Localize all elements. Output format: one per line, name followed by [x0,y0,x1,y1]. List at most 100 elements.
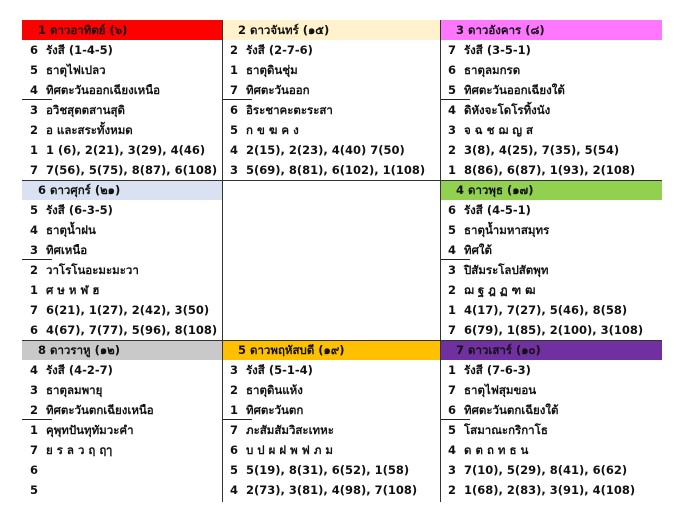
planet-cell-6: 4 ดาวพุธ (๑๗) 6 รังสี (4-5-1) 5 ธาตุน้ำมหาสม… [440,180,662,340]
row-text: ทิศตะวันออกเฉียงใต้ [464,83,565,97]
row-number: 7 [448,323,457,337]
attribute-row: 7 6(21), 1(27), 2(42), 3(50) [22,300,222,320]
row-text: ฌ ฐ ฎ ฏ ฑ ฒ [464,283,536,297]
attribute-row: 1 ธาตุดินชุ่ม [222,60,440,80]
planet-cell-2: 2 ดาวจันทร์ (๑๕) 2 รังสี (2-7-6) 1 ธาตุดินชุ… [222,20,440,180]
attribute-row: 3 7(10), 5(29), 8(41), 6(62) [440,460,662,480]
row-text: ธาตุดินแห้ง [246,383,303,397]
row-text: รังสี (7-6-3) [464,363,531,377]
row-number: 4 [230,483,239,497]
row-text: ด ต ถ ท ธ น [464,443,529,457]
row-number: 4 [30,363,39,377]
attribute-row: 2 1(68), 2(83), 3(91), 4(108) [440,480,662,500]
attribute-row: 1 คุพุทปันทุทัมวะคำ [22,420,222,440]
attribute-row: 7 ย ร ล ว ฤ ฤๅ [22,440,222,460]
attribute-row: 6 4(67), 7(77), 5(96), 8(108) [22,320,222,340]
planet-cell-3: 3 ดาวอังคาร (๘) 7 รังสี (3-5-1) 6 ธาตุลมกรด 5… [440,20,662,180]
row-text: 3(8), 4(25), 7(35), 5(54) [464,143,620,157]
attribute-row: 4 ทิศตะวันออกเฉียงเหนือ [22,80,160,100]
row-number: 6 [30,463,39,477]
attribute-row: 6 ธาตุลมกรด [440,60,662,80]
attribute-row: 6 ทิศตะวันตกเฉียงใต้ [440,400,558,420]
row-text: 7(10), 5(29), 8(41), 6(62) [464,463,628,477]
attribute-row: 2 ธาตุดินแห้ง [222,380,440,400]
empty-cell [222,180,440,340]
row-text: รังสี (3-5-1) [464,43,531,57]
row-number: 2 [230,43,239,57]
row-number: 2 [448,143,457,157]
row-text: อ และสระทั้งหมด [46,123,133,137]
attribute-row: 7 ธาตุไฟสุมขอน [440,380,662,400]
row-number: 2 [30,403,39,417]
attribute-row: 3 รังสี (5-1-4) [222,360,440,380]
row-number: 1 [230,403,239,417]
row-text: ก ข ฆ ค ง [246,123,299,137]
row-text: ธาตุดินชุ่ม [246,63,298,77]
row-text: คุพุทปันทุทัมวะคำ [46,423,134,437]
row-text: 6(79), 1(85), 2(100), 3(108) [464,323,644,337]
attribute-row: 7 รังสี (3-5-1) [440,40,662,60]
column-divider [222,20,223,502]
attribute-row: 4 ธาตุน้ำฝน [22,220,222,240]
row-text: ภะสัมสัมวิสะเทหะ [246,423,334,437]
attribute-row: 5 ธาตุน้ำมหาสมุทร [440,220,662,240]
row-number: 7 [230,423,239,437]
planet-header: 3 ดาวอังคาร (๘) [440,20,662,40]
attribute-row: 2 อ และสระทั้งหมด [22,120,222,140]
row-text: รังสี (4-2-7) [46,363,113,377]
planet-header: 8 ดาวราหู (๑๒) [22,340,222,360]
attribute-row: 2 วาโรโนอะมะมะวา [22,260,222,280]
attribute-row: 2 ทิศตะวันตกเฉียงเหนือ [22,400,154,420]
row-text: ทิศตะวันตกเฉียงเหนือ [46,403,154,417]
row-text: ทิศตะวันออกเฉียงเหนือ [46,83,161,97]
planet-header: 5 ดาวพฤหัสบดี (๑๙) [222,340,440,360]
attribute-row: 7 7(56), 5(75), 8(87), 6(108) [22,160,222,180]
row-number: 3 [30,383,39,397]
attribute-row: 4 ด ต ถ ท ธ น [440,440,662,460]
row-number: 3 [230,163,239,177]
attribute-row: 7 ทิศตะวันออก [222,80,310,100]
planet-header: 2 ดาวจันทร์ (๑๕) [222,20,440,40]
row-text: 4(17), 7(27), 5(46), 8(58) [464,303,628,317]
attribute-row: 6 รังสี (4-5-1) [440,200,662,220]
row-text: 4(67), 7(77), 5(96), 8(108) [46,323,218,337]
row-number: 1 [30,143,39,157]
attribute-row: 3 ธาตุลมพายุ [22,380,222,400]
row-number: 7 [30,163,39,177]
row-number: 7 [30,443,39,457]
row-text: ทิศตะวันออก [246,83,310,97]
attribute-row: 5 [22,480,222,500]
row-number: 4 [30,83,39,97]
row-text: 6(21), 1(27), 2(42), 3(50) [46,303,210,317]
row-number: 1 [448,163,457,177]
row-text: จ ฉ ช ฌ ญ ส [464,123,534,137]
row-number: 5 [30,63,39,77]
attribute-row: 4 ทิศใต้ [440,240,492,260]
planet-cell-8: 5 ดาวพฤหัสบดี (๑๙) 3 รังสี (5-1-4) 2 ธาตุดิน… [222,340,440,500]
row-text: 1(68), 2(83), 3(91), 4(108) [464,483,636,497]
row-number: 2 [30,263,39,277]
planet-cell-7: 8 ดาวราหู (๑๒) 4 รังสี (4-2-7) 3 ธาตุลมพายุ 2… [22,340,222,500]
row-text: 8(86), 6(87), 1(93), 2(108) [464,163,636,177]
attribute-row: 3 ทิศเหนือ [22,240,87,260]
planet-header: 7 ดาวเสาร์ (๑๐) [440,340,662,360]
row-number: 5 [30,483,39,497]
row-text: 5(69), 8(81), 6(102), 1(108) [246,163,426,177]
row-number: 5 [448,83,457,97]
attribute-row: 4 2(73), 3(81), 4(98), 7(108) [222,480,440,500]
row-number: 5 [448,423,457,437]
row-text: ธาตุลมพายุ [46,383,103,397]
row-text: ธาตุลมกรด [464,63,521,77]
row-number: 6 [30,323,39,337]
row-number: 4 [448,243,457,257]
row-text: อิระชาคะตะระสา [246,103,333,117]
row-number: 7 [30,303,39,317]
row-number: 4 [448,443,457,457]
row-text: ศ ษ ห ฬ ฮ [46,283,100,297]
row-number: 2 [230,383,239,397]
astrology-grid: 1 ดาวอาทิตย์ (๖) 6 รังสี (1-4-5) 5 ธาตุไฟเปล… [22,20,662,502]
row-text: ดิหังจะโดโรทิ้งนัง [464,103,551,117]
attribute-row: 7 6(79), 1(85), 2(100), 3(108) [440,320,662,340]
row-text: รังสี (1-4-5) [46,43,113,57]
row-text: ทิศตะวันตก [246,403,304,417]
